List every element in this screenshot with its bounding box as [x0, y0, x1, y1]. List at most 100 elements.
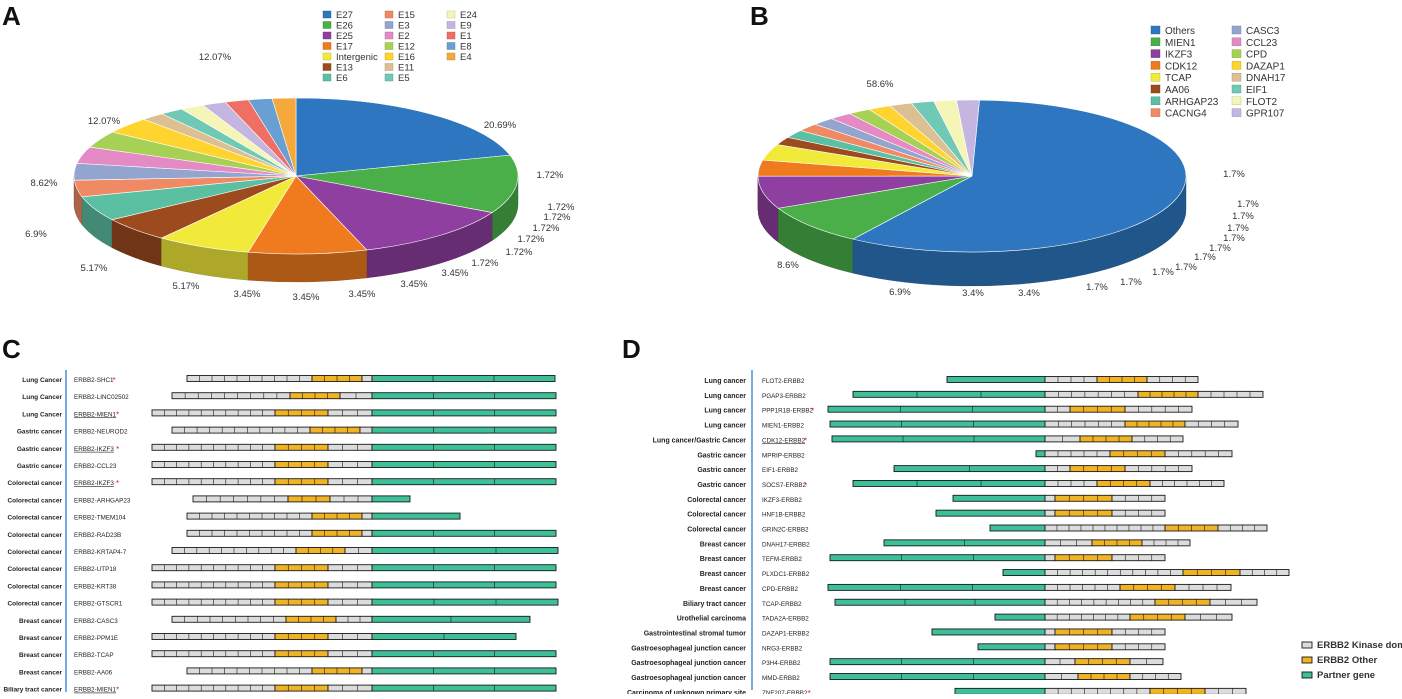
- d-row-0-cancer: Lung cancer: [704, 378, 746, 385]
- legenda-swatch-e27: [323, 11, 331, 18]
- legenda-swatch-e3: [385, 22, 393, 29]
- c-row-14-cancer: Breast cancer: [19, 618, 62, 625]
- d-row-21-star: *: [808, 689, 811, 694]
- c-row-17-cancer: Breast cancer: [19, 669, 62, 676]
- piea-pct-e16: 3.45%: [442, 268, 469, 279]
- d-row-20-cancer: Gastroesophageal junction cancer: [631, 675, 746, 682]
- d-row-19-gene: P3H4-ERBB2: [762, 660, 801, 667]
- c-row-2-bar-seg-2: [328, 410, 372, 416]
- legenda-swatch-e4: [447, 53, 455, 60]
- d-row-16-bar-seg-3: [1185, 614, 1232, 620]
- c-row-5-bar-seg-3: [372, 462, 556, 468]
- d-row-16-bar-seg-1: [1045, 614, 1130, 620]
- legenda-swatch-e26: [323, 22, 331, 29]
- d-row-12-cancer: Breast cancer: [700, 556, 747, 563]
- d-row-1-gene: PGAP3-ERBB2: [762, 393, 806, 400]
- c-row-3-cancer: Gastric cancer: [17, 429, 63, 436]
- legenda-label-e6: E6: [336, 73, 348, 84]
- d-row-5-gene: MPRIP-ERBB2: [762, 452, 805, 459]
- pieb-pct-eif1: 1.7%: [1232, 211, 1254, 222]
- legendb-swatch-tcap: [1151, 73, 1160, 81]
- d-row-3-bar-seg-2: [1125, 421, 1185, 427]
- legendb-swatch-cdk12: [1151, 61, 1160, 69]
- domain-legend-label-0: ERBB2 Kinase domain: [1317, 640, 1402, 651]
- legendb-label-mien1: MIEN1: [1165, 38, 1196, 49]
- pieb-pct-flot2: 1.7%: [1237, 199, 1259, 210]
- legenda-swatch-e8: [447, 43, 455, 50]
- c-row-17-bar-seg-3: [372, 668, 556, 674]
- c-row-16-cancer: Breast cancer: [19, 652, 62, 659]
- legenda-label-e25: E25: [336, 31, 353, 42]
- d-row-5-cancer: Gastric cancer: [697, 452, 746, 459]
- c-row-17-gene: ERBB2-AA06: [74, 669, 113, 676]
- pie-chart-a: 20.69%12.07%12.07%8.62%6.9%5.17%5.17%3.4…: [25, 52, 575, 303]
- legenda-label-e16: E16: [398, 52, 415, 63]
- legendb-label-ccl23: CCL23: [1246, 38, 1278, 49]
- d-row-15-cancer: Biliary tract cancer: [683, 601, 746, 608]
- d-row-15-bar-seg-3: [1210, 599, 1257, 605]
- piea-pct-e11: 1.72%: [472, 258, 499, 269]
- legenda-label-e13: E13: [336, 63, 353, 74]
- d-row-12-bar-seg-1: [1045, 555, 1055, 561]
- legendb-label-ikzf3: IKZF3: [1165, 50, 1193, 61]
- piea-pct-e1: 1.72%: [544, 212, 571, 223]
- d-row-13-gene: PLXDC1-ERBB2: [762, 571, 810, 578]
- piea-wall-e17-7: [248, 250, 367, 282]
- d-row-7-star: *: [804, 481, 807, 490]
- d-row-2-cancer: Lung cancer: [704, 408, 746, 415]
- d-row-1-bar-seg-2: [1138, 391, 1198, 397]
- d-row-19-bar-seg-0: [830, 659, 1045, 665]
- legenda-swatch-e16: [385, 53, 393, 60]
- c-row-9-bar-seg-3: [372, 530, 556, 536]
- piea-pct-e24: 1.72%: [518, 234, 545, 245]
- legendb-swatch-cacng4: [1151, 109, 1160, 117]
- d-row-20-bar-seg-0: [830, 674, 1045, 680]
- legenda-label-e5: E5: [398, 73, 410, 84]
- d-row-5-bar-seg-0: [1036, 451, 1045, 457]
- pieb-pct-ikzf3: 6.9%: [889, 287, 911, 298]
- piea-pct-e3: 3.45%: [293, 292, 320, 303]
- legenda-label-e27: E27: [336, 10, 353, 21]
- d-row-6-gene: EIF1-ERBB2: [762, 467, 799, 474]
- c-row-9-gene: ERBB2-RAD23B: [74, 532, 121, 539]
- d-row-3-cancer: Lung cancer: [704, 423, 746, 430]
- legenda-swatch-e5: [385, 74, 393, 81]
- domain-legend-label-1: ERBB2 Other: [1317, 655, 1377, 666]
- pieb-pct-tcap: 3.4%: [1018, 288, 1040, 299]
- c-row-18-star: *: [116, 686, 119, 694]
- c-row-4-star: *: [116, 445, 119, 454]
- d-row-1-bar-seg-0: [853, 391, 1045, 397]
- pieb-pct-others: 58.6%: [867, 79, 894, 90]
- d-row-18-bar-seg-1: [1045, 644, 1055, 650]
- pieb-pct-aa06: 1.7%: [1086, 282, 1108, 293]
- legendb-label-tcap: TCAP: [1165, 73, 1192, 84]
- d-row-21-bar-seg-3: [1205, 688, 1246, 694]
- c-row-1-bar-seg-0: [172, 393, 290, 399]
- c-row-14-gene: ERBB2-CASC3: [74, 618, 118, 625]
- piea-pct-e8: 1.72%: [548, 202, 575, 213]
- d-row-8-cancer: Colorectal cancer: [687, 497, 746, 504]
- legendb-swatch-aa06: [1151, 85, 1160, 93]
- legenda-swatch-e24: [447, 11, 455, 18]
- d-row-11-bar-seg-1: [1045, 540, 1092, 546]
- legenda-label-e3: E3: [398, 21, 410, 32]
- c-row-13-cancer: Colorectal cancer: [7, 601, 62, 608]
- d-row-9-bar-seg-0: [936, 510, 1045, 516]
- c-row-10-bar-seg-3: [372, 548, 558, 554]
- d-row-2-star: *: [811, 407, 814, 416]
- legenda-swatch-intergenic: [323, 53, 331, 60]
- d-row-0-gene: FLOT2-ERBB2: [762, 378, 805, 385]
- d-row-13-bar-seg-0: [1003, 570, 1045, 576]
- d-row-11-gene: DNAH17-ERBB2: [762, 541, 810, 548]
- d-row-17-bar-seg-1: [1045, 629, 1055, 635]
- c-row-7-gene: ERBB2-ARHGAP23: [74, 497, 131, 504]
- c-row-8-gene: ERBB2-TMEM104: [74, 515, 126, 522]
- legenda-label-e26: E26: [336, 21, 353, 32]
- pieb-pct-dazap1: 1.7%: [1223, 233, 1245, 244]
- c-row-13-bar-seg-3: [372, 599, 558, 605]
- legendb-label-casc3: CASC3: [1246, 26, 1280, 37]
- c-row-0-bar-seg-3: [372, 376, 555, 382]
- legenda-label-e4: E4: [460, 52, 472, 63]
- legenda-swatch-e17: [323, 43, 331, 50]
